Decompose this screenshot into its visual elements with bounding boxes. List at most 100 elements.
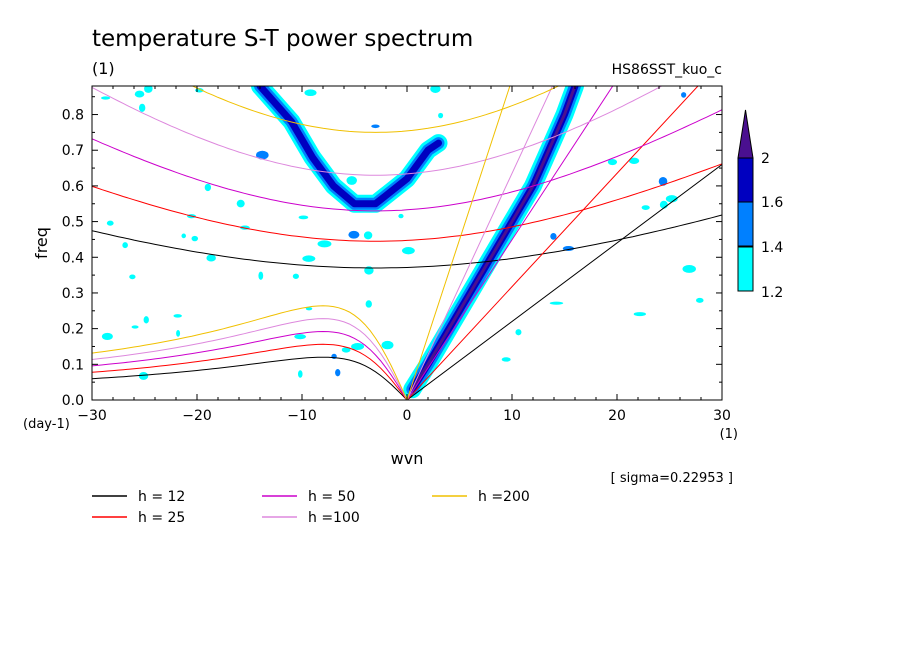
heat-noise — [181, 233, 186, 239]
heat-noise — [348, 230, 360, 239]
chart-title: temperature S-T power spectrum — [92, 26, 473, 52]
chart-subtitle-left: (1) — [92, 59, 115, 78]
y-axis-label: freq — [32, 227, 51, 259]
heat-noise — [204, 183, 212, 192]
heat-noise — [305, 307, 313, 311]
curve-rossby-50 — [92, 330, 408, 400]
x-tick-label: −20 — [182, 408, 212, 424]
sigma-note: [ sigma=0.22953 ] — [611, 471, 733, 486]
heat-noise — [365, 300, 372, 308]
legend-label: h = 25 — [138, 510, 185, 526]
x-tick-label: −30 — [77, 408, 107, 424]
heat-noise — [134, 90, 145, 98]
curve-ig-12 — [92, 214, 722, 269]
y-tick-label: 0.3 — [62, 286, 84, 302]
x-tick-label: −10 — [287, 408, 317, 424]
y-tick-label: 0.0 — [62, 393, 84, 409]
heat-band-ig-arc-0 — [251, 86, 448, 213]
curve-ig-50 — [92, 109, 722, 212]
y-tick-label: 0.5 — [62, 215, 84, 231]
heat-noise — [641, 205, 650, 210]
y-tick-label: 0.6 — [62, 179, 84, 195]
heat-noise — [101, 96, 111, 100]
curve-kelvin-25 — [406, 86, 699, 400]
heat-noise — [143, 316, 149, 324]
heat-band-ig-arc-2 — [256, 86, 442, 208]
colorbar-label: 2 — [761, 151, 770, 167]
colorbar-label: 1.6 — [761, 195, 783, 211]
heat-noise — [381, 340, 394, 350]
y-tick-label: 0.4 — [62, 250, 84, 266]
legend-label: h =200 — [478, 489, 530, 505]
heat-noise — [665, 195, 678, 203]
colorbar-box — [737, 246, 754, 292]
heat-noise — [430, 86, 441, 93]
y-unit-label: (day-1) — [23, 417, 70, 432]
heat-noise — [398, 213, 404, 219]
heat-noise — [304, 89, 317, 97]
y-tick-label: 0.7 — [62, 143, 84, 159]
legend-label: h = 12 — [138, 489, 185, 505]
heat-noise — [628, 157, 640, 164]
x-tick-label: 20 — [608, 408, 626, 424]
curve-kelvin-100 — [406, 86, 554, 400]
x-tick-label: 30 — [713, 408, 731, 424]
x-unit-label: (1) — [720, 427, 738, 442]
curve-kelvin-50 — [406, 86, 614, 400]
curve-kelvin-200 — [406, 86, 511, 400]
heat-noise — [131, 325, 139, 329]
legend: h = 12 h = 25 h = 50 h =100 h =200 — [92, 489, 530, 526]
colorbar-label: 1.4 — [761, 240, 783, 256]
legend-label: h = 50 — [308, 489, 355, 505]
colorbar: 2 1.6 1.4 1.2 — [737, 109, 783, 301]
heat-noise — [317, 240, 332, 248]
y-axis: 0.0 0.1 0.2 0.3 0.4 0.5 0.6 0.7 0.8 — [62, 96, 722, 409]
heat-noise — [294, 334, 307, 340]
heat-noise — [122, 242, 128, 249]
y-tick-label: 0.2 — [62, 322, 84, 338]
heat-noise — [607, 158, 618, 166]
heat-noise — [550, 233, 557, 240]
heat-noise — [101, 332, 113, 341]
heat-noise — [256, 150, 269, 160]
heat-noise — [236, 199, 245, 208]
heat-noise — [681, 92, 687, 98]
heat-noise — [346, 176, 357, 185]
colorbar-label: 1.2 — [761, 285, 783, 301]
heat-noise — [129, 274, 136, 280]
heat-noise — [549, 301, 564, 305]
heat-noise — [206, 254, 216, 262]
x-tick-label: 0 — [403, 408, 412, 424]
heat-noise — [341, 347, 351, 353]
heat-noise — [696, 297, 704, 303]
y-tick-label: 0.8 — [62, 108, 84, 124]
colorbar-box — [737, 201, 754, 247]
heat-noise — [515, 329, 522, 336]
heat-noise — [138, 371, 149, 380]
curve-ig-100 — [92, 86, 663, 176]
heat-noise — [501, 357, 511, 362]
heat-noise — [138, 103, 146, 112]
legend-label: h =100 — [308, 510, 360, 526]
heat-noise — [658, 176, 668, 186]
curve-rossby-12 — [92, 356, 408, 400]
heat-noise — [176, 330, 181, 337]
heat-noise — [633, 312, 646, 317]
heat-noise — [144, 86, 153, 93]
heat-noise — [292, 273, 299, 279]
heat-noise — [335, 369, 341, 377]
x-axis: −30 −20 −10 0 10 20 30 — [77, 86, 731, 424]
heat-noise — [258, 271, 264, 280]
curve-ig-25 — [92, 163, 722, 242]
colorbar-extend — [737, 109, 754, 159]
curve-rossby-100 — [92, 318, 408, 400]
heat-noise — [682, 265, 696, 273]
chart-subtitle-right: HS86SST_kuo_c — [612, 62, 722, 78]
heat-noise — [351, 343, 365, 351]
curve-kelvin-12 — [406, 164, 722, 400]
x-axis-label: wvn — [391, 449, 424, 468]
heat-noise — [302, 255, 316, 262]
curve-rossby-200 — [92, 305, 408, 400]
heat-noise — [363, 231, 373, 240]
